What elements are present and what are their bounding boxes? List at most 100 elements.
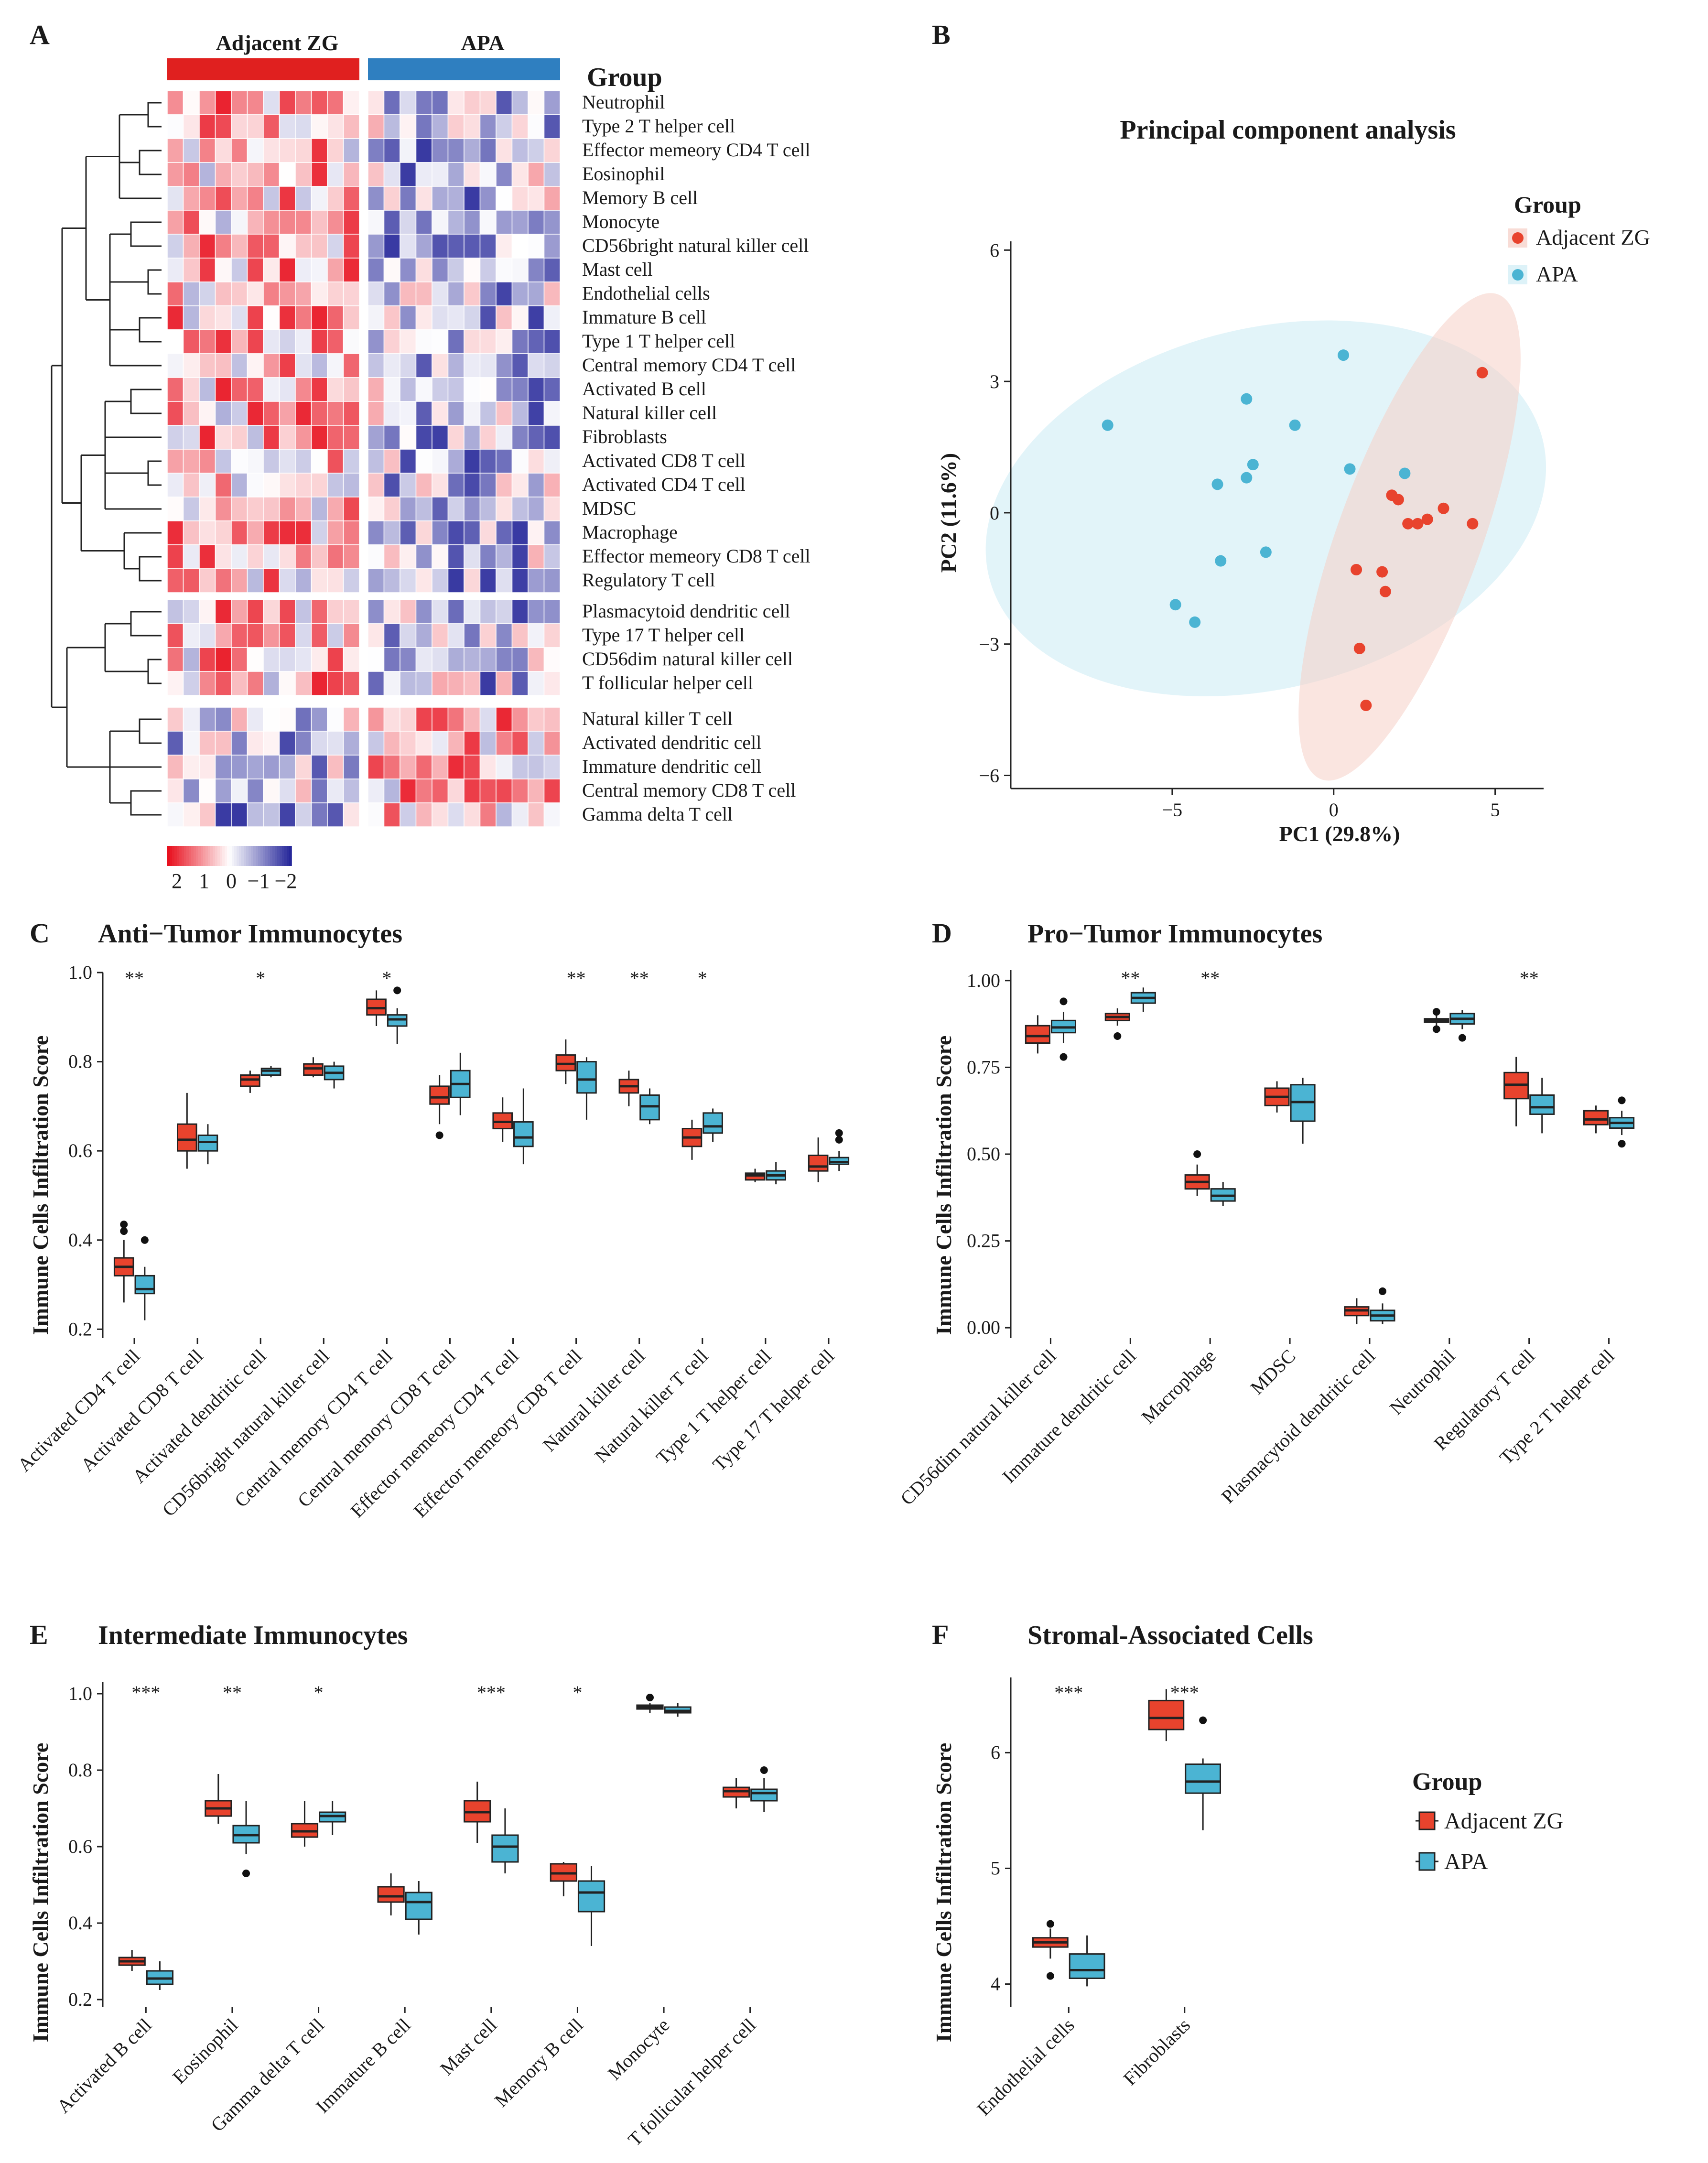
heatmap-cell xyxy=(199,329,216,354)
dendrogram-branch xyxy=(139,317,162,343)
heatmap-cell xyxy=(279,731,296,756)
heatmap-cell xyxy=(327,281,344,306)
box-body xyxy=(1583,1110,1609,1125)
pca-point-apa xyxy=(1169,599,1181,611)
heatmap-cell xyxy=(311,802,328,827)
heatmap-cell xyxy=(199,623,216,648)
heatmap-cell xyxy=(368,473,385,497)
heatmap-cell xyxy=(231,162,248,187)
colorbar-swatch xyxy=(287,846,290,866)
heatmap-cell xyxy=(327,401,344,426)
heatmap-cell xyxy=(183,544,200,569)
heatmap-cell xyxy=(231,731,248,756)
heatmap-cell xyxy=(215,186,232,211)
heatmap-cell xyxy=(247,234,264,259)
heatmap-cell xyxy=(343,449,360,474)
dendrogram-branch xyxy=(85,156,119,301)
heatmap-cell xyxy=(215,802,232,827)
heatmap-cell xyxy=(479,544,497,569)
colorbar-swatch xyxy=(277,846,280,866)
heatmap-cell xyxy=(263,114,280,139)
boxplot-pro-tumor: 0.00 0.25 0.50 0.75 1.00 CD56dim natural kill… xyxy=(896,967,1635,1510)
y-tick-label: 0.8 xyxy=(68,1759,92,1781)
colorbar-swatch xyxy=(172,846,175,866)
x-category-label-cd56dim-natural-killer-cell: CD56dim natural killer cell xyxy=(896,1345,1060,1510)
heatmap-cell xyxy=(231,377,248,402)
heatmap-cell xyxy=(543,544,561,569)
pca-point-apa xyxy=(1241,393,1253,405)
heatmap-cell xyxy=(263,599,280,624)
heatmap-cell xyxy=(279,186,296,211)
heatmap-cell xyxy=(447,305,465,330)
heatmap-cell xyxy=(327,779,344,803)
heatmap-cell xyxy=(231,707,248,732)
heatmap-cell xyxy=(247,731,264,756)
box-adjacent-zg-cd56dim-natural-killer-cell xyxy=(1025,1015,1050,1054)
heatmap-cell xyxy=(183,497,200,521)
heatmap-cell xyxy=(183,401,200,426)
heatmap-cell xyxy=(415,473,432,497)
heatmap-cell xyxy=(368,623,385,648)
heatmap-cell xyxy=(479,779,497,803)
heatmap-cell xyxy=(247,599,264,624)
heatmap-cell xyxy=(528,138,545,163)
heatmap-cell xyxy=(167,520,184,545)
box-adjacent-zg-memory-b-cell xyxy=(550,1862,577,1896)
heatmap-cell xyxy=(295,401,312,426)
heatmap-cell xyxy=(311,353,328,378)
heatmap-cell xyxy=(215,305,232,330)
heatmap-cell xyxy=(231,353,248,378)
heatmap-cell xyxy=(511,90,529,115)
heatmap-cell xyxy=(368,544,385,569)
heatmap-cell xyxy=(383,234,400,259)
heatmap-cell xyxy=(295,520,312,545)
heatmap-cell xyxy=(528,258,545,282)
heatmap-cell xyxy=(343,90,360,115)
x-category-label-fibroblasts: Fibroblasts xyxy=(1119,2014,1195,2090)
heatmap-cell xyxy=(543,473,561,497)
heatmap-cell xyxy=(263,671,280,696)
x-category-label-endothelial-cells: Endothelial cells xyxy=(973,2014,1078,2120)
box-adjacent-zg-macrophage xyxy=(1184,1150,1210,1196)
heatmap-cell xyxy=(167,473,184,497)
heatmap-cell xyxy=(528,755,545,779)
heatmap-cell xyxy=(343,305,360,330)
box-apa-central-memory-cd8-t-cell xyxy=(450,1052,471,1115)
pca-point-apa xyxy=(1241,472,1253,484)
box-apa-cd56bright-natural-killer-cell xyxy=(324,1061,345,1089)
box-outlier xyxy=(760,1766,768,1774)
heatmap-cell xyxy=(511,599,529,624)
dendrogram-branch xyxy=(147,269,162,295)
heatmap-cell xyxy=(528,329,545,354)
heatmap-cell xyxy=(295,779,312,803)
heatmap-cell xyxy=(263,520,280,545)
heatmap-cell xyxy=(447,138,465,163)
pca-point-apa xyxy=(1211,478,1223,490)
heatmap-cell xyxy=(464,671,481,696)
panel-b-title: Principal component analysis xyxy=(1120,115,1456,145)
heatmap-cell xyxy=(464,401,481,426)
box-apa-mast-cell xyxy=(491,1808,519,1873)
y-tick-label: 1.00 xyxy=(967,970,1000,991)
heatmap-row-label-t-follicular-helper-cell: T follicular helper cell xyxy=(582,672,753,693)
heatmap-row-label-plasmacytoid-dendritic-cell: Plasmacytoid dendritic cell xyxy=(582,600,790,622)
heatmap-cell xyxy=(496,731,513,756)
heatmap-cell xyxy=(199,162,216,187)
heatmap-cell xyxy=(447,162,465,187)
heatmap-cell xyxy=(199,544,216,569)
box-apa-macrophage xyxy=(1210,1182,1236,1206)
pca-legend-label-adjacent: Adjacent ZG xyxy=(1536,225,1650,249)
box-adjacent-zg-activated-cd4-t-cell xyxy=(113,1221,134,1303)
heatmap-cell xyxy=(447,258,465,282)
box-apa-type-1-t-helper-cell xyxy=(766,1162,786,1185)
colorbar-swatch xyxy=(182,846,184,866)
y-tick-label: 4 xyxy=(991,1973,1000,1995)
colorbar-swatch xyxy=(215,846,218,866)
heatmap-cell xyxy=(311,671,328,696)
box-outlier xyxy=(1458,1034,1466,1042)
colorbar-swatch xyxy=(210,846,213,866)
heatmap-cell xyxy=(415,623,432,648)
box-outlier xyxy=(1113,1032,1122,1040)
box-legend-label-adjacent: Adjacent ZG xyxy=(1444,1808,1563,1834)
heatmap-cell xyxy=(479,671,497,696)
